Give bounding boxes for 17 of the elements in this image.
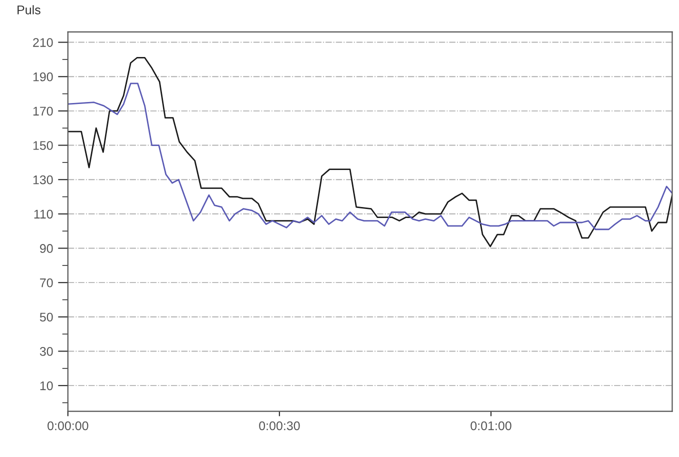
y-tick-label: 90: [40, 244, 53, 253]
y-tick-label: 70: [40, 278, 53, 288]
y-tick-label: 150: [33, 141, 53, 150]
y-tick-label: 170: [33, 106, 53, 116]
x-tick-label: 0:00:00: [48, 421, 88, 430]
line-series: [68, 82, 672, 230]
line-series: [68, 57, 672, 248]
y-tick-label: 50: [40, 312, 53, 322]
y-tick-label: 210: [33, 38, 53, 47]
x-tick-label: 0:00:30: [259, 421, 300, 430]
y-tick-label: 190: [33, 72, 53, 82]
y-tick-label: 130: [33, 175, 53, 184]
y-tick-label: 10: [40, 381, 53, 390]
x-tick-label: 0:01:00: [470, 421, 512, 430]
y-axis-title: Puls: [18, 5, 40, 14]
y-tick-label: 110: [34, 210, 53, 219]
y-tick-label: 30: [40, 347, 53, 356]
